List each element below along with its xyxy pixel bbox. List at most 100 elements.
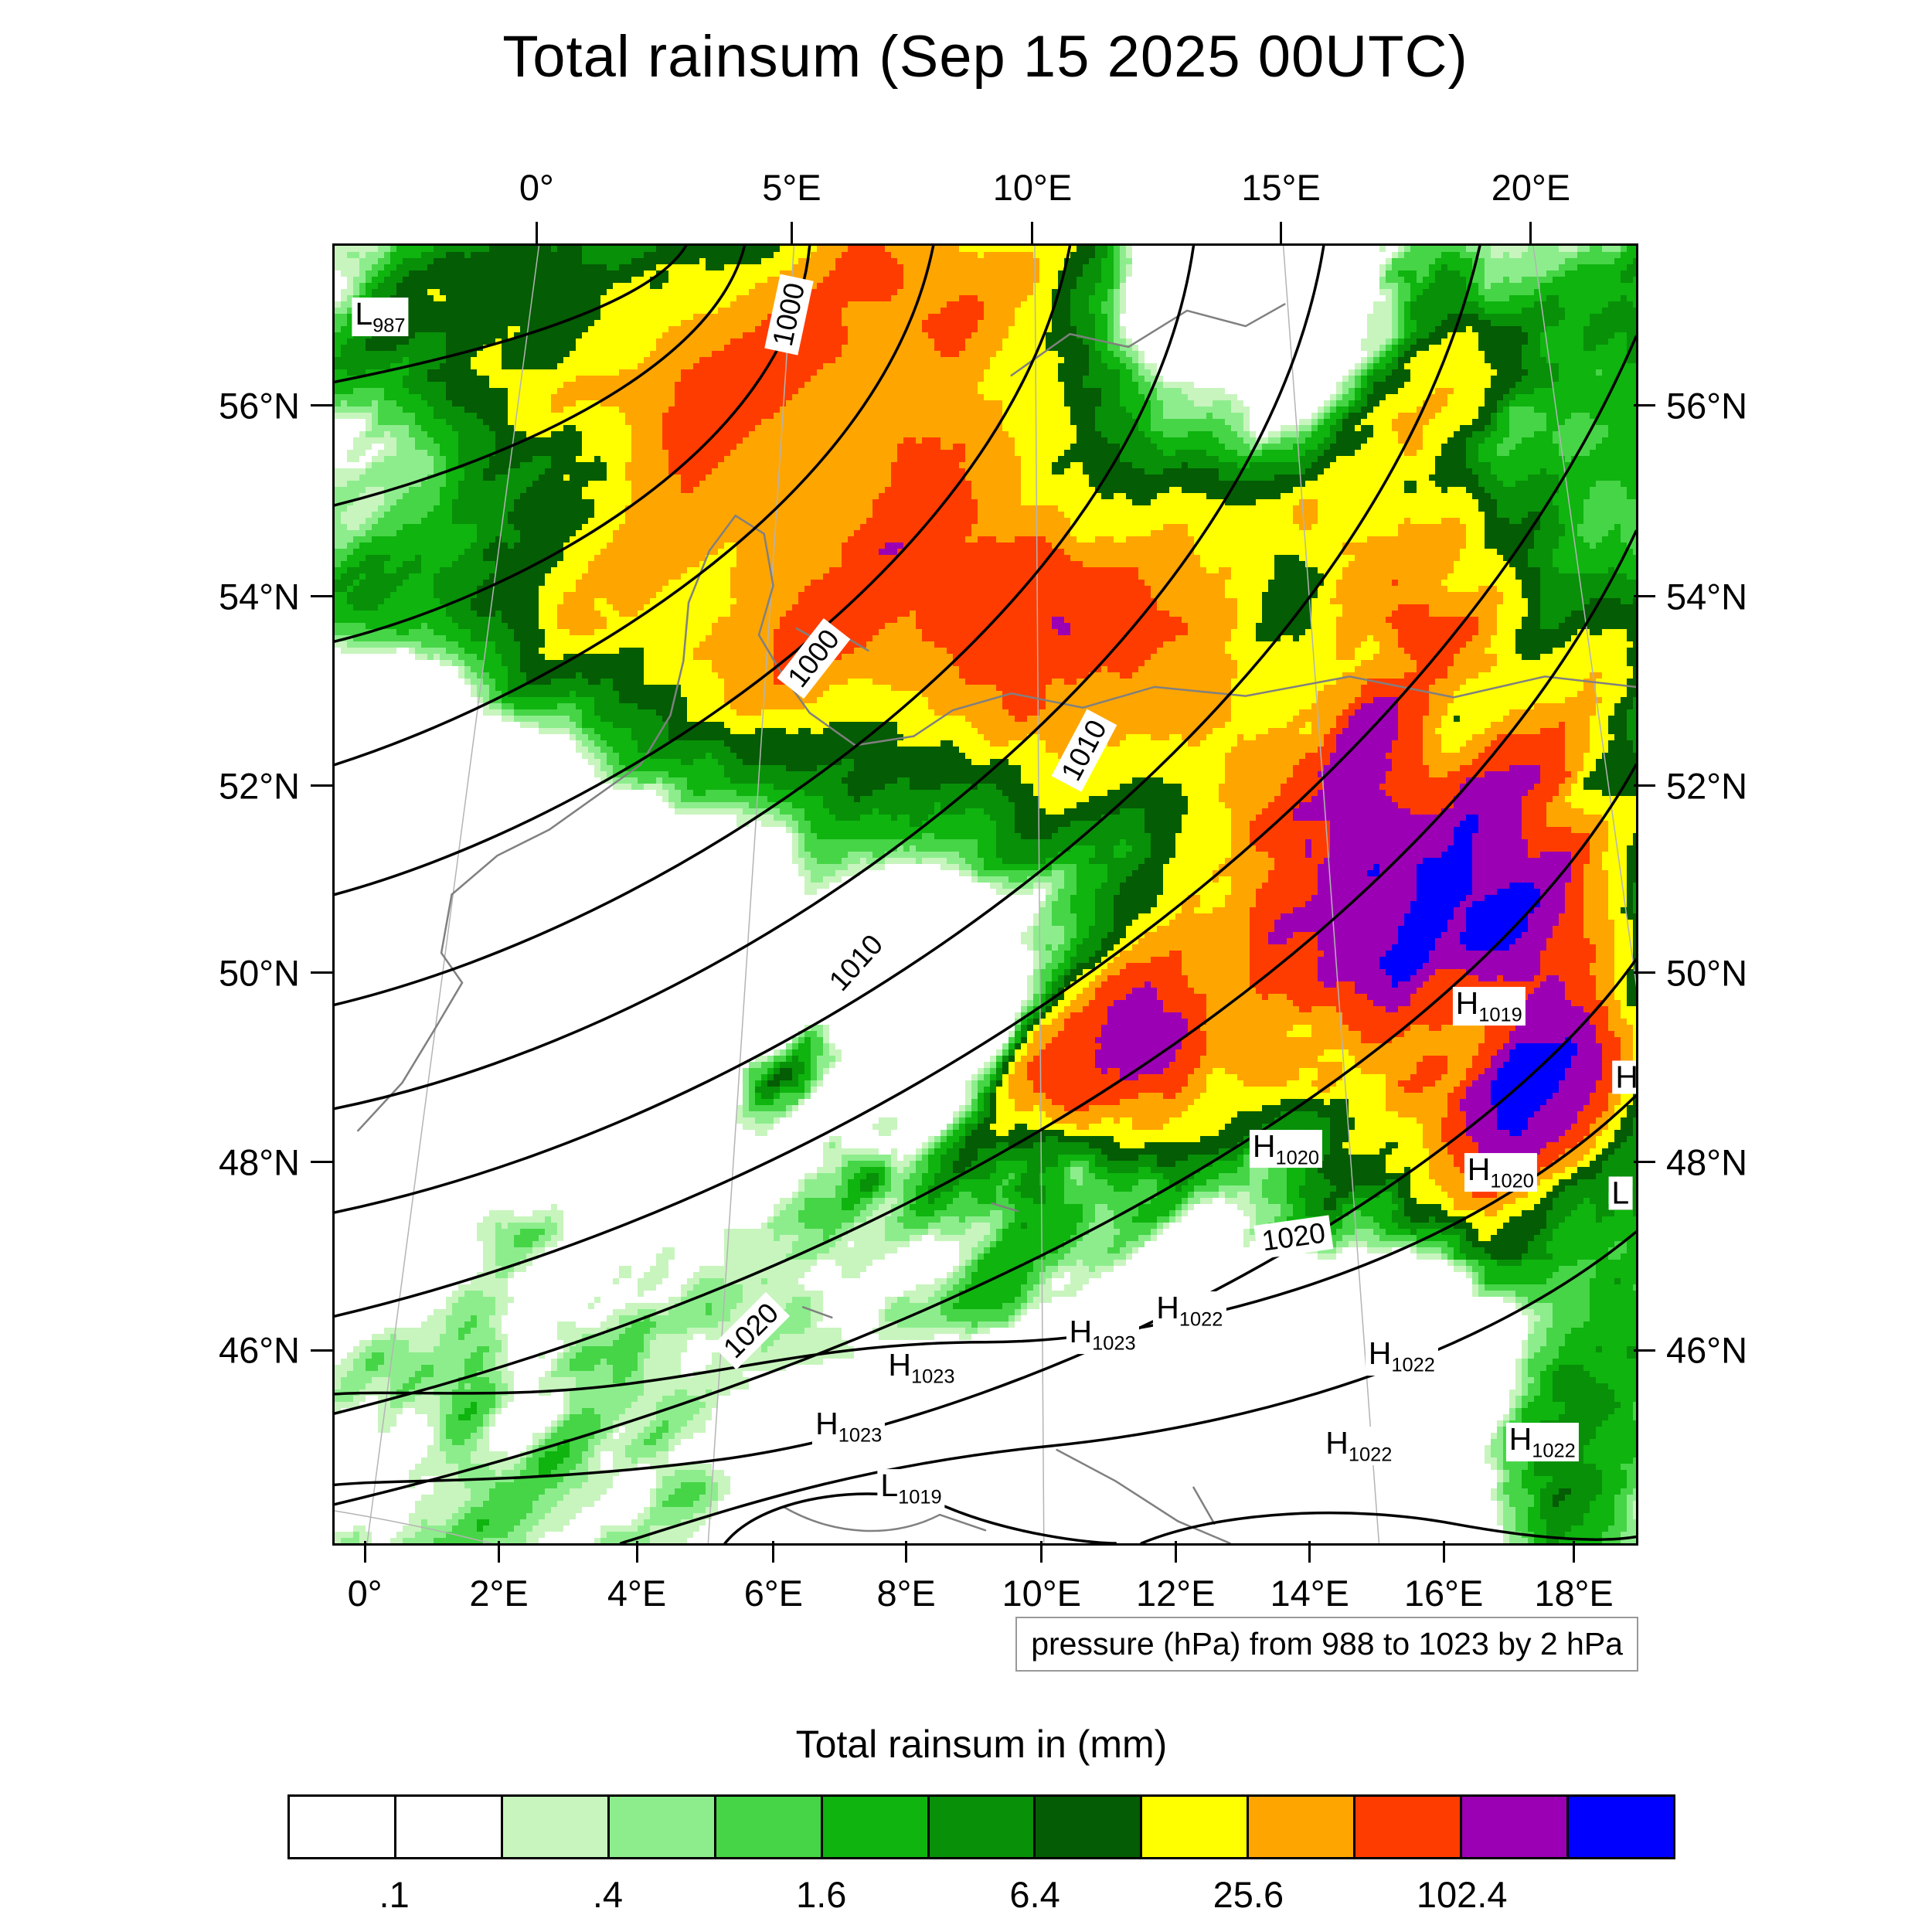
colorbar-tick-label: 6.4 [1009,1874,1060,1915]
isobar-value-label: 1020 [1253,1215,1334,1260]
isobar-contour [335,246,1324,1109]
tick-mark-right [1634,971,1655,975]
colorbar [287,1794,1675,1859]
map-title: Total rainsum (Sep 15 2025 00UTC) [502,24,1468,90]
map-plot-area: L987 H1019 H1020 H1020 H L H1022 H1023 H1023 H102… [332,243,1638,1546]
colorbar-segment [1353,1794,1463,1859]
isobar-contour [335,531,1636,1413]
tick-mark-bottom [363,1541,366,1563]
tick-mark-top [1280,222,1283,243]
colorbar-segment [500,1794,610,1859]
colorbar-segment [820,1794,930,1859]
axis-label-right: 52°N [1666,765,1748,807]
tick-mark-right [1634,1349,1655,1352]
isobar-contour [335,959,1636,1485]
isobar-contour [335,246,1480,1213]
colorbar-segment [287,1794,396,1859]
axis-label-bottom: 2°E [469,1573,529,1614]
axis-label-bottom: 16°E [1403,1573,1484,1614]
axis-label-left: 56°N [218,385,300,427]
isobar-contour [621,1232,1636,1543]
pressure-center-label: H1023 [885,1349,958,1388]
tick-mark-left [311,971,332,975]
colorbar-tick-label: 1.6 [796,1874,847,1915]
axis-label-top: 15°E [1241,167,1321,208]
coastline [803,1307,832,1317]
axis-label-bottom: 10°E [1002,1573,1081,1614]
tick-mark-top [535,222,538,243]
axis-label-bottom: 12°E [1136,1573,1216,1614]
tick-mark-left [311,1161,332,1164]
pressure-center-label: L987 [352,298,409,337]
tick-mark-bottom [635,1541,638,1563]
isobar-value-label: 1000 [777,617,851,699]
isobar-contour [335,246,744,505]
tick-mark-right [1634,595,1655,598]
pressure-center-label: H1019 [1452,986,1526,1026]
axis-label-left: 52°N [218,765,300,807]
pressure-center-label: H [1612,1060,1636,1094]
colorbar-segment [607,1794,716,1859]
colorbar-segment [1140,1794,1250,1859]
graticule-line [708,246,794,1543]
isobar-contour [335,246,686,382]
graticule-line [1533,246,1636,1543]
isobar-contour [335,765,1636,1505]
tick-mark-top [790,222,793,243]
tick-mark-left [311,404,332,407]
axis-label-right: 50°N [1666,952,1748,994]
axis-label-bottom: 0° [347,1573,383,1614]
axis-label-left: 50°N [218,952,300,994]
pressure-center-label: H1023 [812,1406,886,1446]
axis-label-right: 56°N [1666,385,1748,427]
axis-label-left: 46°N [218,1329,300,1371]
tick-mark-bottom [1040,1541,1043,1563]
axis-label-left: 54°N [218,576,300,617]
colorbar-segment [927,1794,1036,1859]
tick-mark-right [1634,1161,1655,1164]
axis-label-top: 5°E [762,167,821,208]
axis-label-right: 48°N [1666,1141,1748,1183]
colorbar-segment [393,1794,503,1859]
axis-label-top: 20°E [1491,167,1571,208]
isobar-value-label: 1010 [818,923,895,1003]
pressure-center-label: H1020 [1249,1129,1323,1168]
colorbar-segment [1247,1794,1356,1859]
pressure-center-label: H1023 [1066,1315,1139,1354]
tick-mark-left [311,1349,332,1352]
colorbar-tick-label: 102.4 [1416,1874,1508,1915]
coastline [784,1507,985,1531]
coastline [1193,1488,1214,1524]
isobar-contour [335,246,1070,895]
tick-mark-bottom [498,1541,501,1563]
coastline [1012,304,1285,376]
tick-mark-right [1634,404,1655,407]
colorbar-tick-label: .4 [592,1874,624,1915]
tick-mark-bottom [772,1541,775,1563]
tick-mark-bottom [905,1541,908,1563]
axis-label-top: 10°E [992,167,1073,208]
isobar-contour [335,246,1193,1005]
pressure-note: pressure (hPa) from 988 to 1023 by 2 hPa [1015,1617,1638,1672]
coastline [1057,1450,1230,1543]
axis-label-bottom: 6°E [743,1573,804,1614]
axis-label-bottom: 18°E [1534,1573,1614,1614]
isobar-contour [335,337,1636,1317]
isobar-value-label: 1020 [712,1291,791,1369]
tick-mark-top [1529,222,1532,243]
isobar-value-label: 1000 [764,274,814,355]
tick-mark-bottom [1308,1541,1311,1563]
pressure-center-label: H1020 [1464,1152,1537,1192]
coastline [358,895,462,1131]
tick-mark-left [311,595,332,598]
pressure-center-label: L1019 [877,1469,945,1509]
pressure-center-label: H1022 [1153,1291,1226,1331]
tick-mark-right [1634,784,1655,787]
tick-mark-bottom [1442,1541,1445,1563]
isobar-contour [335,1096,1636,1394]
graticule-line [335,1511,491,1543]
colorbar-tick-label: .1 [379,1874,410,1915]
pressure-center-label: H1022 [1322,1427,1396,1465]
tick-mark-bottom [1174,1541,1177,1563]
